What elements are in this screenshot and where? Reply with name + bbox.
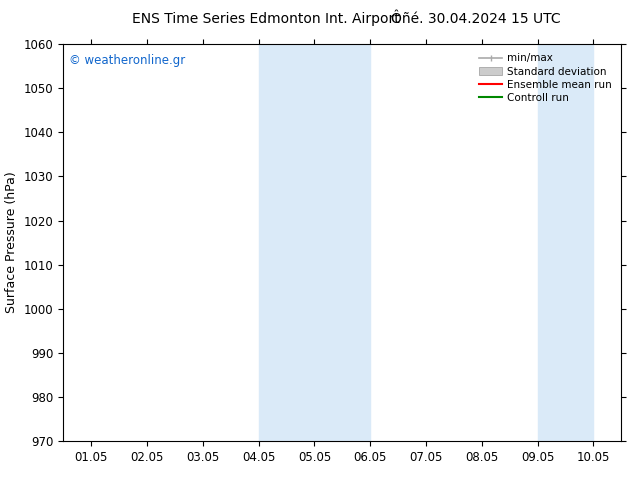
Text: © weatheronline.gr: © weatheronline.gr	[69, 54, 185, 67]
Text: ENS Time Series Edmonton Int. Airport: ENS Time Series Edmonton Int. Airport	[133, 12, 400, 26]
Text: Ôñé. 30.04.2024 15 UTC: Ôñé. 30.04.2024 15 UTC	[391, 12, 560, 26]
Y-axis label: Surface Pressure (hPa): Surface Pressure (hPa)	[5, 172, 18, 314]
Legend: min/max, Standard deviation, Ensemble mean run, Controll run: min/max, Standard deviation, Ensemble me…	[475, 49, 616, 107]
Bar	[259, 44, 370, 441]
Bar	[538, 44, 593, 441]
